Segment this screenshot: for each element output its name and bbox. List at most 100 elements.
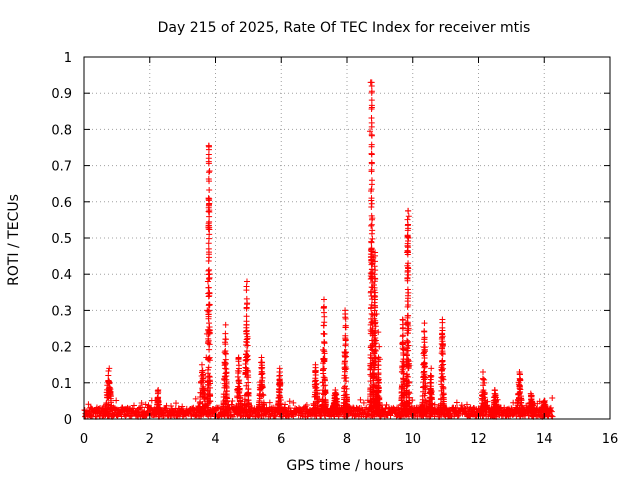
x-tick-label: 0 (80, 432, 88, 447)
data-point (375, 362, 382, 369)
data-point (329, 407, 336, 414)
data-point (342, 374, 349, 381)
data-point (515, 396, 522, 403)
data-point (256, 386, 263, 393)
data-point (206, 168, 213, 175)
data-point (439, 316, 446, 323)
data-point (105, 372, 112, 379)
data-point (206, 320, 213, 327)
data-point (276, 401, 283, 408)
data-point (243, 304, 250, 311)
data-point (400, 375, 407, 382)
data-point (376, 356, 383, 363)
data-point (368, 239, 375, 246)
data-point (428, 365, 435, 372)
data-point (272, 413, 279, 420)
data-point (368, 221, 375, 228)
data-point (130, 402, 137, 409)
data-point (368, 230, 375, 237)
data-point (206, 275, 213, 282)
data-point (312, 377, 319, 384)
data-point (243, 339, 250, 346)
data-point (517, 408, 524, 415)
data-point (438, 366, 445, 373)
data-point (454, 404, 461, 411)
data-point (320, 408, 327, 415)
data-point (312, 361, 319, 368)
data-point (222, 356, 229, 363)
data-point (428, 388, 435, 395)
data-point (271, 412, 278, 419)
x-tick-label: 10 (404, 432, 421, 447)
data-point (206, 346, 213, 353)
data-point (243, 330, 250, 337)
y-tick-label: 0.5 (51, 232, 72, 247)
data-point (427, 372, 434, 379)
data-point (206, 266, 213, 273)
data-point (371, 302, 378, 309)
data-point (243, 287, 250, 294)
data-point (368, 106, 375, 113)
data-point (419, 403, 426, 410)
data-point (421, 400, 428, 407)
data-point (276, 379, 283, 386)
data-point (400, 350, 407, 357)
data-point (199, 393, 206, 400)
data-point (367, 187, 374, 194)
data-point (516, 375, 523, 382)
data-point (311, 381, 318, 388)
data-point (438, 336, 445, 343)
chart-title: Day 215 of 2025, Rate Of TEC Index for r… (158, 20, 531, 36)
data-point (375, 401, 382, 408)
data-point (404, 327, 411, 334)
data-point (492, 397, 499, 404)
y-tick-label: 0 (64, 413, 72, 428)
data-point (516, 388, 523, 395)
y-tick-label: 0.8 (51, 123, 72, 138)
data-point (106, 379, 113, 386)
data-point (243, 295, 250, 302)
data-point (243, 374, 250, 381)
data-point (437, 404, 444, 411)
data-point (404, 234, 411, 241)
data-point (342, 358, 349, 365)
data-point (427, 408, 434, 415)
data-point (342, 366, 349, 373)
data-point (199, 400, 206, 407)
data-point (320, 374, 327, 381)
data-point (531, 408, 538, 415)
data-point (404, 286, 411, 293)
axis-ticks (83, 56, 611, 420)
data-point (368, 222, 375, 229)
x-tick-label: 16 (602, 432, 619, 447)
data-point (160, 412, 167, 419)
data-point (243, 365, 250, 372)
data-point (258, 385, 265, 392)
data-point (406, 404, 413, 411)
data-point (245, 379, 252, 386)
data-point (428, 379, 435, 386)
data-point (205, 293, 212, 300)
data-point (205, 251, 212, 258)
data-point (258, 354, 265, 361)
data-point (205, 284, 212, 291)
data-point (155, 387, 162, 394)
data-point (404, 382, 411, 389)
data-point (367, 305, 374, 312)
data-point (220, 404, 227, 411)
data-point (399, 358, 406, 365)
data-point (376, 404, 383, 411)
data-point (342, 391, 349, 398)
data-point (317, 413, 324, 420)
data-point (360, 399, 367, 406)
data-point (439, 391, 446, 398)
data-point (376, 343, 383, 350)
data-point (342, 315, 349, 322)
data-point (235, 362, 242, 369)
data-point (203, 330, 210, 337)
x-tick-labels: 0 2 4 6 8 10 12 14 16 (80, 432, 618, 447)
data-point (206, 187, 213, 194)
data-point (222, 339, 229, 346)
data-point (403, 371, 410, 378)
data-point (404, 321, 411, 328)
